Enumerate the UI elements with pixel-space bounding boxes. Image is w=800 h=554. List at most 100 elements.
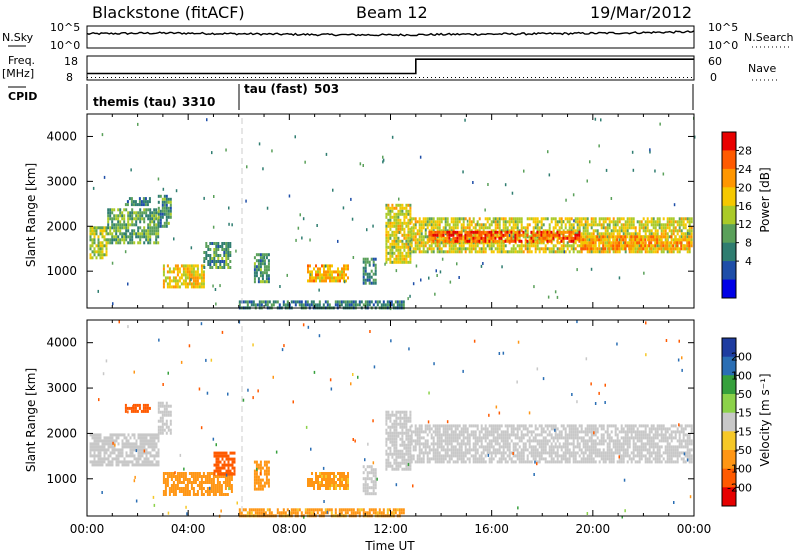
- heatmap-cell-r6: [325, 481, 327, 484]
- heatmap-cell-r9: [540, 448, 543, 452]
- heatmap-cell-r3: [230, 478, 233, 481]
- heatmap-cell-r4: [200, 282, 203, 286]
- heatmap-cell-r9: [436, 433, 439, 437]
- heatmap-cell-r3: [196, 493, 199, 496]
- heatmap-cell-r10: [670, 238, 673, 242]
- heatmap-cell-r9: [508, 424, 511, 428]
- heatmap-cell-r9: [542, 448, 545, 452]
- heatmap-cell-r10: [526, 250, 529, 254]
- heatmap-cell-r9: [409, 203, 412, 207]
- heatmap-cell-r11: [564, 230, 567, 234]
- heatmap-cell-r0: [89, 454, 92, 458]
- heatmap-speck: [462, 170, 464, 174]
- heatmap-cell-r9: [560, 445, 563, 449]
- heatmap-cell-r3: [210, 478, 213, 481]
- heatmap-cell-r9: [434, 427, 437, 431]
- heatmap-cell-r10: [512, 247, 515, 251]
- heatmap-cell-r0: [111, 457, 114, 461]
- heatmap-cell-r11: [476, 236, 479, 240]
- heatmap-cell-r9: [522, 442, 525, 446]
- heatmap-cell-r9: [520, 433, 523, 437]
- heatmap-cell-r10: [568, 250, 571, 254]
- heatmap-cell-r10: [572, 223, 575, 227]
- heatmap-cell-r10: [582, 226, 585, 230]
- heatmap-cell-r3: [178, 478, 181, 481]
- heatmap-cell-r9: [440, 436, 443, 440]
- heatmap-cell-r8: [401, 458, 404, 462]
- heatmap-cell-r5: [267, 478, 270, 482]
- heatmap-cell-r9: [409, 212, 412, 216]
- heatmap-cell-r0: [149, 445, 152, 449]
- heatmap-cell-r9: [506, 439, 509, 443]
- heatmap-cell-r10: [612, 217, 615, 221]
- heatmap-cell-r7: [337, 279, 339, 283]
- colorbar-tick-label: 12: [738, 218, 752, 231]
- heatmap-cell-r1: [163, 422, 166, 426]
- heatmap-cell-r10: [588, 223, 591, 227]
- heatmap-cell-r10: [460, 241, 463, 245]
- heatmap-cell-r10: [534, 226, 537, 230]
- heatmap-cell-r0: [131, 451, 134, 455]
- heatmap-cell-r9: [496, 439, 499, 443]
- heatmap-cell-r13: [294, 300, 297, 304]
- heatmap-cell-r10: [500, 217, 503, 221]
- heatmap-cell-r4: [215, 469, 218, 473]
- heatmap-cell-r8: [401, 443, 404, 447]
- heatmap-cell-r9: [452, 451, 455, 455]
- heatmap-cell-r8: [403, 452, 406, 456]
- heatmap-cell-r10: [446, 250, 449, 254]
- heatmap-cell-r9: [405, 260, 408, 264]
- heatmap-cell-r9: [403, 257, 406, 261]
- heatmap-cell-r9: [410, 433, 413, 437]
- heatmap-cell-r6: [341, 478, 343, 481]
- heatmap-cell-r9: [492, 433, 495, 437]
- heatmap-cell-r12: [604, 244, 607, 248]
- heatmap-cell-r10: [502, 226, 505, 230]
- heatmap-cell-r0: [101, 463, 104, 467]
- heatmap-cell-r9: [418, 451, 421, 455]
- heatmap-cell-r9: [504, 424, 507, 428]
- heatmap-cell-r7: [372, 483, 375, 487]
- heatmap-cell-r9: [405, 233, 408, 237]
- heatmap-cell-r8: [409, 464, 412, 468]
- heatmap-cell-r9: [391, 248, 394, 252]
- heatmap-cell-r4: [200, 285, 203, 289]
- heatmap-cell-r6: [333, 487, 335, 490]
- heatmap-cell-r8: [370, 257, 373, 261]
- heatmap-cell-r9: [548, 451, 551, 455]
- heatmap-cell-r9: [544, 436, 547, 440]
- heatmap-cell-r4: [184, 267, 187, 271]
- heatmap-cell-r10: [448, 250, 451, 254]
- heatmap-cell-r3: [188, 493, 191, 496]
- heatmap-cell-r10: [568, 217, 571, 221]
- heatmap-cell-r4: [217, 460, 220, 464]
- heatmap-cell-r10: [480, 250, 483, 254]
- heatmap-cell-r0: [125, 460, 128, 464]
- heatmap-cell-r10: [468, 250, 471, 254]
- heatmap-cell-r11: [458, 230, 461, 234]
- heatmap-cell-r9: [540, 451, 543, 455]
- heatmap-cell-r11: [506, 233, 509, 237]
- heatmap-cell-r1: [111, 232, 114, 236]
- heatmap-cell-r3: [218, 484, 221, 487]
- heatmap-cell-r9: [556, 451, 559, 455]
- heatmap-cell-r13: [274, 300, 277, 304]
- heatmap-cell-r5: [219, 254, 222, 257]
- heatmap-cell-r9: [446, 424, 449, 428]
- heatmap-cell-r8: [407, 464, 410, 468]
- heatmap-cell-r0: [139, 448, 142, 452]
- heatmap-cell-r2: [146, 403, 149, 407]
- heatmap-cell-r10: [434, 244, 437, 248]
- heatmap-cell-r12: [612, 235, 615, 239]
- heatmap-cell-r12: [642, 235, 645, 239]
- heatmap-cell-r3: [146, 200, 149, 204]
- heatmap-cell-r0: [137, 460, 140, 464]
- heatmap-cell-r8: [368, 275, 371, 279]
- heatmap-cell-r8: [409, 437, 412, 441]
- heatmap-cell-r8: [399, 422, 402, 426]
- heatmap-cell-r9: [387, 212, 390, 216]
- heatmap-cell-r9: [460, 430, 463, 434]
- heatmap-cell-r3: [222, 493, 225, 496]
- heatmap-cell-r12: [650, 241, 653, 245]
- heatmap-cell-r4: [194, 273, 197, 277]
